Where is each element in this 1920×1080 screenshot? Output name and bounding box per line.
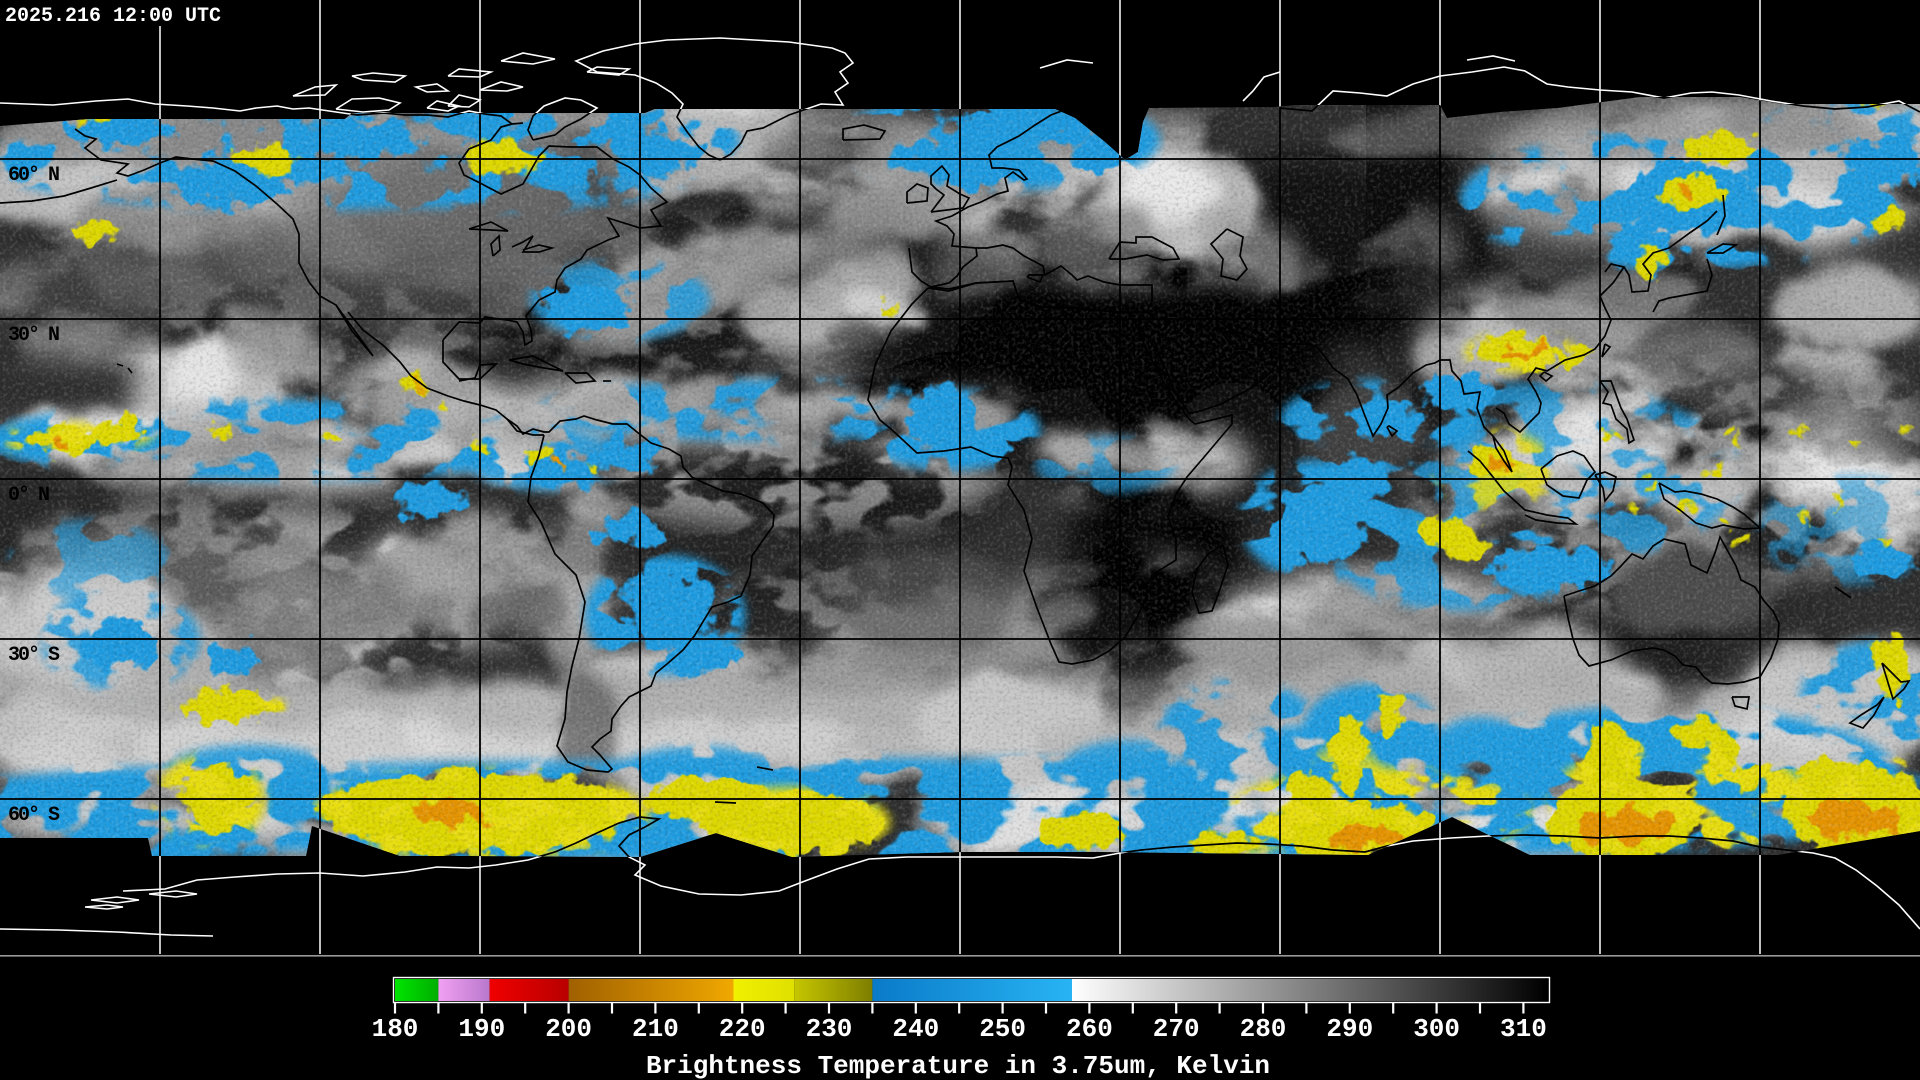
svg-text:180: 180 <box>372 1014 419 1044</box>
svg-text:240: 240 <box>892 1014 939 1044</box>
svg-text:30° S: 30° S <box>8 644 60 667</box>
svg-text:300: 300 <box>1413 1014 1460 1044</box>
svg-text:210: 210 <box>632 1014 679 1044</box>
svg-text:2025.216 12:00 UTC: 2025.216 12:00 UTC <box>5 5 221 28</box>
svg-text:310: 310 <box>1500 1014 1547 1044</box>
svg-text:270: 270 <box>1153 1014 1200 1044</box>
svg-text:290: 290 <box>1326 1014 1373 1044</box>
svg-text:260: 260 <box>1066 1014 1113 1044</box>
svg-text:230: 230 <box>806 1014 853 1044</box>
svg-text:250: 250 <box>979 1014 1026 1044</box>
svg-text:60° S: 60° S <box>8 804 60 827</box>
svg-text:Brightness Temperature in 3.75: Brightness Temperature in 3.75um, Kelvin <box>646 1051 1270 1080</box>
svg-text:0° N: 0° N <box>8 484 49 507</box>
svg-text:30° N: 30° N <box>8 324 59 347</box>
svg-text:280: 280 <box>1240 1014 1287 1044</box>
svg-text:190: 190 <box>458 1014 505 1044</box>
svg-text:200: 200 <box>545 1014 592 1044</box>
svg-text:220: 220 <box>719 1014 766 1044</box>
svg-text:60° N: 60° N <box>8 164 59 187</box>
